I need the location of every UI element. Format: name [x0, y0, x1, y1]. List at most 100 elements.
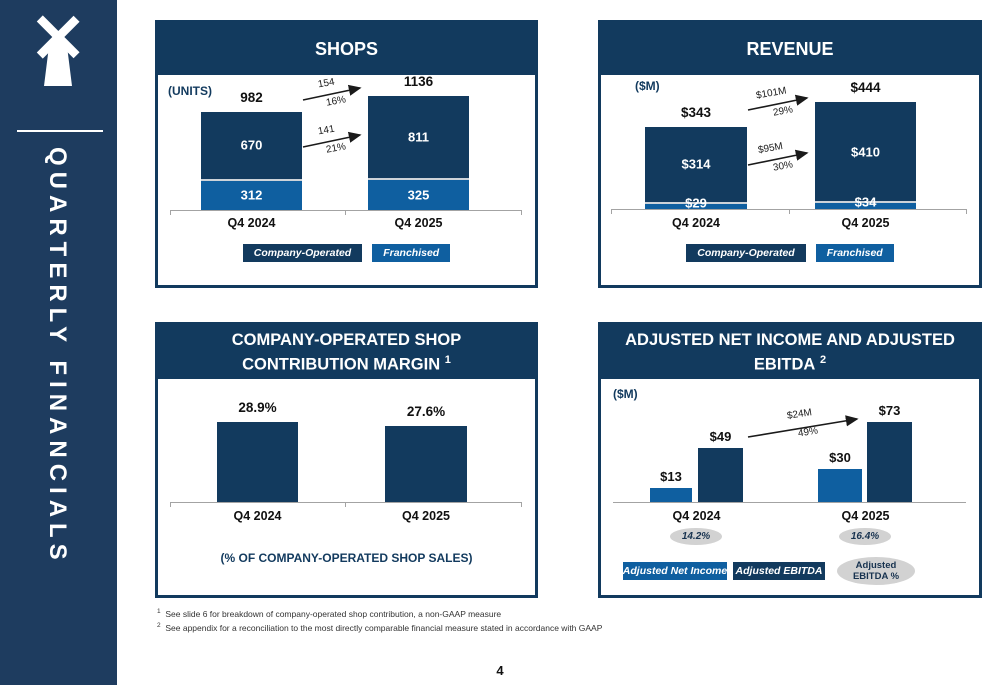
legend-ellipse-adjusted-ebitda-pct: Adjusted EBITDA %	[837, 557, 915, 585]
total-label: 982	[240, 89, 263, 105]
sidebar-divider	[17, 130, 103, 132]
x-label-q4-2025: Q4 2025	[394, 216, 443, 230]
arrow-value-label: $101M	[755, 85, 788, 102]
title-line-2: EBITDA 2	[753, 353, 827, 374]
shops-chart: (UNITS) 982 670 312 1136 811 325	[158, 74, 535, 282]
adjusted-ebitda-bar-q4-2025: $73	[867, 403, 912, 502]
margin-panel-title: COMPANY-OPERATED SHOP CONTRIBUTION MARGI…	[158, 325, 535, 379]
axis-tick	[966, 209, 967, 214]
legend-chip-adjusted-ebitda: Adjusted EBITDA	[733, 562, 825, 580]
title-line-2: CONTRIBUTION MARGIN 1	[242, 353, 451, 374]
axis-tick	[170, 210, 171, 215]
arrow-value-label: 141	[317, 123, 336, 138]
shops-panel: SHOPS (UNITS) 982 670 312 1136 811 325	[155, 20, 538, 288]
ebitda-segment	[867, 421, 912, 502]
segment-value: 811	[408, 129, 429, 145]
shops-bar-q4-2024: 982 670 312	[201, 90, 302, 210]
company-operated-segment: $410	[815, 102, 916, 201]
axis-tick	[345, 502, 346, 507]
margin-segment	[385, 425, 467, 502]
arrow-pct-label: 29%	[772, 104, 794, 119]
windmill-icon	[28, 14, 88, 88]
axis-tick	[521, 210, 522, 215]
title-superscript: 2	[819, 353, 827, 366]
value-label: 28.9%	[238, 399, 277, 415]
arrow-pct-label: 21%	[325, 141, 347, 156]
revenue-panel-title: REVENUE	[601, 23, 979, 75]
x-axis	[170, 210, 522, 211]
arrow-value-label: $24M	[786, 407, 813, 422]
segment-value: 312	[240, 187, 263, 203]
title-superscript: 1	[444, 353, 451, 366]
value-label: $49	[709, 429, 732, 445]
margin-chart: 28.9% 27.6% Q4 2024 Q4 2025 (% OF COMPAN…	[158, 379, 535, 592]
segment-value: 325	[407, 187, 430, 203]
axis-tick	[789, 209, 790, 214]
adjusted-net-income-bar-q4-2024: $13	[650, 469, 692, 502]
value-label: $73	[878, 402, 901, 418]
shops-bar-q4-2025: 1136 811 325	[368, 74, 469, 210]
page-number: 4	[496, 663, 504, 678]
x-axis	[170, 502, 522, 503]
segment-value: 670	[240, 137, 263, 153]
margin-panel: COMPANY-OPERATED SHOP CONTRIBUTION MARGI…	[155, 322, 538, 598]
segment-value: $29	[685, 195, 707, 211]
legend-chip-company-operated: Company-Operated	[686, 244, 806, 262]
margin-segment	[217, 421, 298, 502]
axis-tick	[345, 210, 346, 215]
franchised-segment: $34	[815, 194, 916, 209]
footnote-2: 2 See appendix for a reconciliation to t…	[157, 621, 603, 633]
shops-panel-title: SHOPS	[158, 23, 535, 75]
legend-chip-adjusted-net-income: Adjusted Net Income	[623, 562, 727, 580]
legend: Company-Operated Franchised	[158, 244, 535, 262]
x-label-q4-2024: Q4 2024	[672, 216, 720, 230]
margin-axis-note: (% OF COMPANY-OPERATED SHOP SALES)	[220, 551, 473, 565]
franchised-segment: 325	[368, 177, 469, 210]
ebitda-panel-title: ADJUSTED NET INCOME AND ADJUSTED EBITDA …	[601, 325, 979, 379]
ebitda-segment	[698, 448, 743, 502]
axis-tick	[170, 502, 171, 507]
net-income-segment	[650, 487, 692, 502]
company-operated-segment: 670	[201, 111, 302, 179]
x-label-q4-2024: Q4 2024	[227, 216, 276, 230]
net-income-segment	[818, 469, 862, 502]
margin-bar-q4-2024: 28.9%	[217, 400, 298, 502]
value-label: $30	[829, 450, 851, 465]
company-operated-segment: 811	[368, 96, 469, 178]
x-label-q4-2025: Q4 2025	[841, 509, 890, 523]
units-label: ($M)	[613, 387, 638, 401]
legend-chip-franchised: Franchised	[815, 244, 894, 262]
x-axis	[613, 502, 966, 503]
axis-tick	[611, 209, 612, 214]
segment-value: $314	[681, 156, 711, 172]
x-label-q4-2024: Q4 2024	[672, 509, 721, 523]
legend-chip-franchised: Franchised	[372, 244, 451, 262]
total-label: $343	[680, 104, 712, 120]
x-label-q4-2024: Q4 2024	[233, 509, 282, 523]
arrow-pct-label: 49%	[797, 425, 819, 440]
company-operated-segment: $314	[645, 126, 747, 203]
arrow-value-label: 154	[317, 76, 336, 91]
ebitda-pct-badge-q4-2025: 16.4%	[839, 528, 891, 545]
revenue-bar-q4-2024: $343 $314 $29	[645, 105, 747, 210]
total-label: $444	[850, 80, 881, 96]
segment-value: $410	[851, 144, 880, 160]
legend: Company-Operated Franchised	[601, 244, 979, 262]
margin-bar-q4-2025: 27.6%	[385, 404, 467, 502]
footnote-1: 1 See slide 6 for breakdown of company-o…	[157, 608, 502, 619]
adjusted-ebitda-bar-q4-2024: $49	[698, 429, 743, 502]
units-label: ($M)	[635, 79, 660, 93]
legend-chip-company-operated: Company-Operated	[242, 244, 363, 262]
arrow-value-label: $95M	[757, 140, 784, 157]
x-label-q4-2025: Q4 2025	[841, 216, 890, 230]
total-label: 1136	[403, 74, 434, 90]
revenue-panel: REVENUE ($M) $343 $314 $29 $444 $410 $34	[598, 20, 982, 288]
ebitda-panel: ADJUSTED NET INCOME AND ADJUSTED EBITDA …	[598, 322, 982, 598]
adjusted-net-income-bar-q4-2025: $30	[818, 450, 862, 502]
revenue-bar-q4-2025: $444 $410 $34	[815, 80, 916, 209]
franchised-segment: $29	[645, 195, 747, 210]
ebitda-pct-badge-q4-2024: 14.2%	[670, 528, 722, 545]
value-label: 27.6%	[406, 403, 446, 419]
value-label: $13	[660, 468, 682, 484]
units-label: (UNITS)	[168, 84, 212, 98]
